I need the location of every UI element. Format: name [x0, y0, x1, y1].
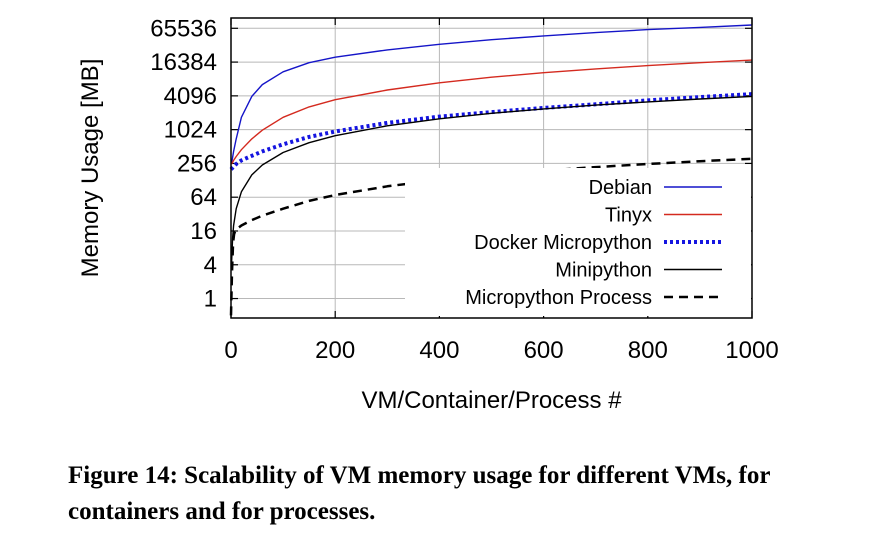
legend-label: Minipython	[555, 260, 652, 282]
y-tick-label: 65536	[150, 15, 217, 42]
y-tick-label: 64	[190, 184, 217, 211]
memory-usage-chart: 1 4 16 64 256 1024 4096 16384 65536 0 200 400 600 80…	[77, 15, 779, 414]
y-axis-title: Memory Usage [MB]	[77, 59, 104, 278]
y-tick-label: 256	[177, 150, 217, 177]
y-tick-label: 4096	[164, 83, 217, 110]
y-axis-ticks: 1 4 16 64 256 1024 4096 16384 65536	[150, 15, 752, 313]
x-axis-title: VM/Container/Process #	[361, 387, 622, 414]
legend: Debian Tinyx Docker Micropython Minipython M…	[405, 168, 751, 316]
x-tick-label: 400	[419, 337, 459, 364]
legend-label: Tinyx	[605, 205, 652, 227]
legend-label: Docker Micropython	[474, 232, 652, 254]
x-tick-label: 1000	[725, 337, 778, 364]
x-tick-label: 800	[628, 337, 668, 364]
plot-frame	[230, 17, 753, 319]
y-tick-label: 16	[190, 218, 217, 245]
legend-box	[405, 168, 751, 316]
y-tick-label: 1024	[164, 117, 217, 144]
x-tick-label: 600	[524, 337, 564, 364]
series-line-docker-micropython	[229, 92, 753, 171]
x-tick-label: 200	[315, 337, 355, 364]
legend-label: Micropython Process	[465, 287, 652, 309]
y-tick-label: 4	[204, 252, 217, 279]
y-tick-label: 1	[204, 286, 217, 313]
series-line-debian	[230, 24, 753, 165]
series-line-tinyx	[230, 59, 753, 165]
series-line-micropython-process	[229, 157, 753, 316]
y-tick-label: 16384	[150, 49, 217, 76]
x-tick-label: 0	[224, 337, 237, 364]
legend-label: Debian	[589, 177, 652, 199]
x-axis-ticks: 0 200 400 600 800 1000	[224, 18, 779, 364]
series-lines	[229, 24, 753, 316]
series-line-minipython	[230, 95, 753, 265]
figure-caption: Figure 14: Scalability of VM memory usag…	[68, 462, 770, 525]
